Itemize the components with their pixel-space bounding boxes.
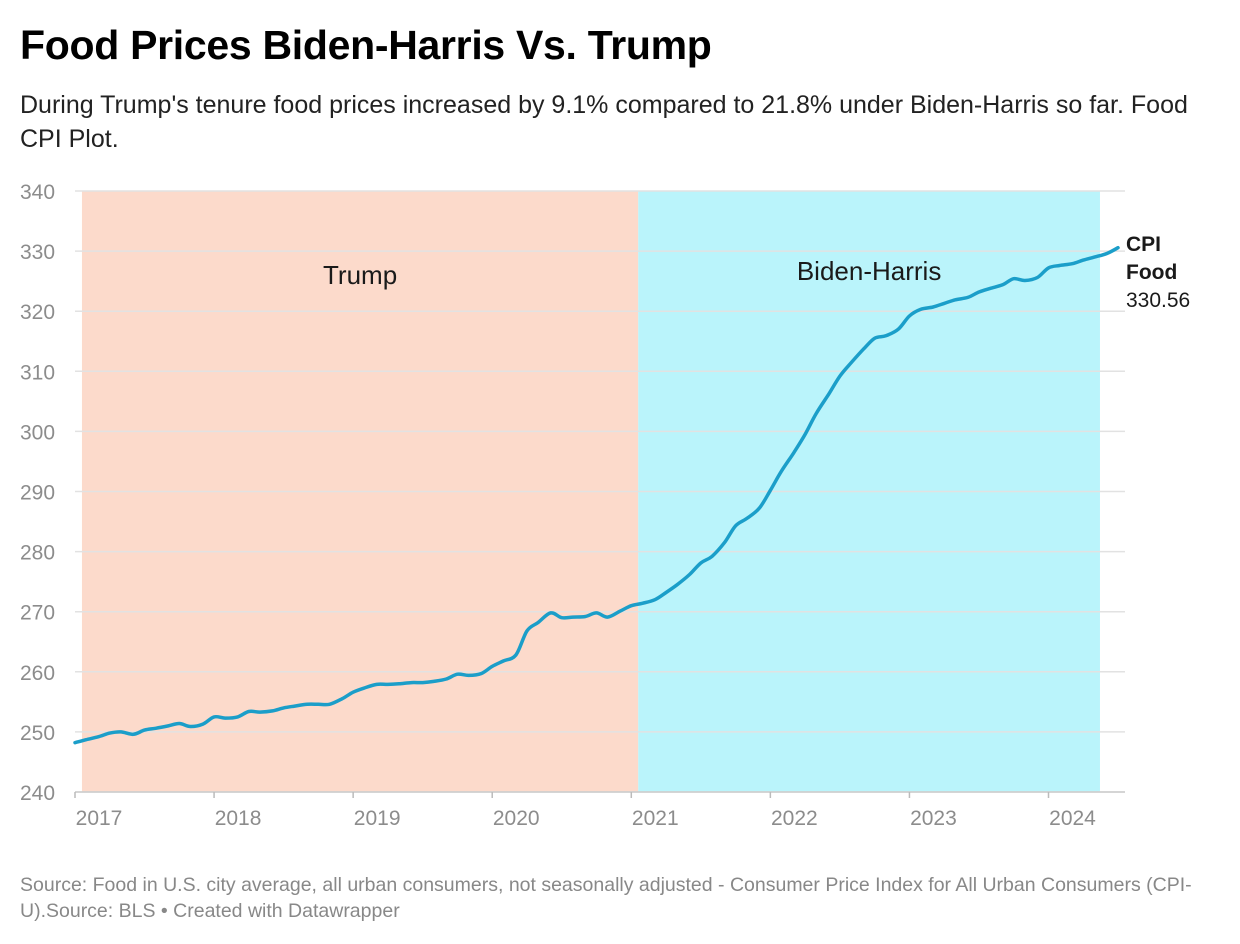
x-tick-label-2022: 2022 bbox=[771, 807, 818, 830]
y-tick-label-300: 300 bbox=[20, 421, 55, 444]
y-tick-label-280: 280 bbox=[20, 542, 55, 565]
x-tick-label-2019: 2019 bbox=[354, 807, 401, 830]
y-tick-label-320: 320 bbox=[20, 301, 55, 324]
series-line-cpi-food bbox=[73, 245, 1120, 745]
x-tick-label-2017: 2017 bbox=[76, 807, 123, 830]
y-tick-label-340: 340 bbox=[20, 181, 55, 204]
series-end-label: Trump Biden-Harris CPI Food 330.56 bbox=[323, 233, 1190, 312]
y-tick-label-270: 270 bbox=[20, 602, 55, 625]
y-tick-label-330: 330 bbox=[20, 241, 55, 264]
chart-subtitle: During Trump's tenure food prices increa… bbox=[20, 91, 1188, 153]
band-label-biden-harris: Biden-Harris bbox=[797, 256, 942, 286]
end-label-line1: CPI bbox=[1126, 233, 1161, 256]
x-tick-label-2021: 2021 bbox=[632, 807, 679, 830]
x-axis: 2017 2018 2019 2020 2021 2022 2023 2024 bbox=[74, 791, 1125, 830]
x-tick-label-2020: 2020 bbox=[493, 807, 540, 830]
x-tick-label-2024: 2024 bbox=[1049, 807, 1096, 830]
end-label-value: 330.56 bbox=[1126, 289, 1190, 312]
x-tick-label-2018: 2018 bbox=[215, 807, 262, 830]
y-axis: 240 250 260 270 280 290 300 310 320 330 340 bbox=[20, 181, 55, 805]
gridlines bbox=[75, 190, 1125, 793]
y-tick-label-240: 240 bbox=[20, 782, 55, 805]
end-label-line2: Food bbox=[1126, 261, 1177, 284]
x-tick-label-2023: 2023 bbox=[910, 807, 957, 830]
y-tick-label-260: 260 bbox=[20, 662, 55, 685]
series-cpi-food bbox=[73, 245, 1120, 745]
band-label-trump: Trump bbox=[323, 260, 397, 290]
chart-footer: Source: Food in U.S. city average, all u… bbox=[20, 872, 1220, 924]
chart-title: Food Prices Biden-Harris Vs. Trump bbox=[20, 22, 712, 68]
y-tick-label-290: 290 bbox=[20, 482, 55, 505]
y-tick-label-250: 250 bbox=[20, 722, 55, 745]
source-note: Source: Food in U.S. city average, all u… bbox=[20, 874, 1192, 922]
credit-link[interactable]: Created with Datawrapper bbox=[173, 900, 400, 922]
y-tick-label-310: 310 bbox=[20, 361, 55, 384]
footer-separator: • bbox=[155, 900, 174, 922]
